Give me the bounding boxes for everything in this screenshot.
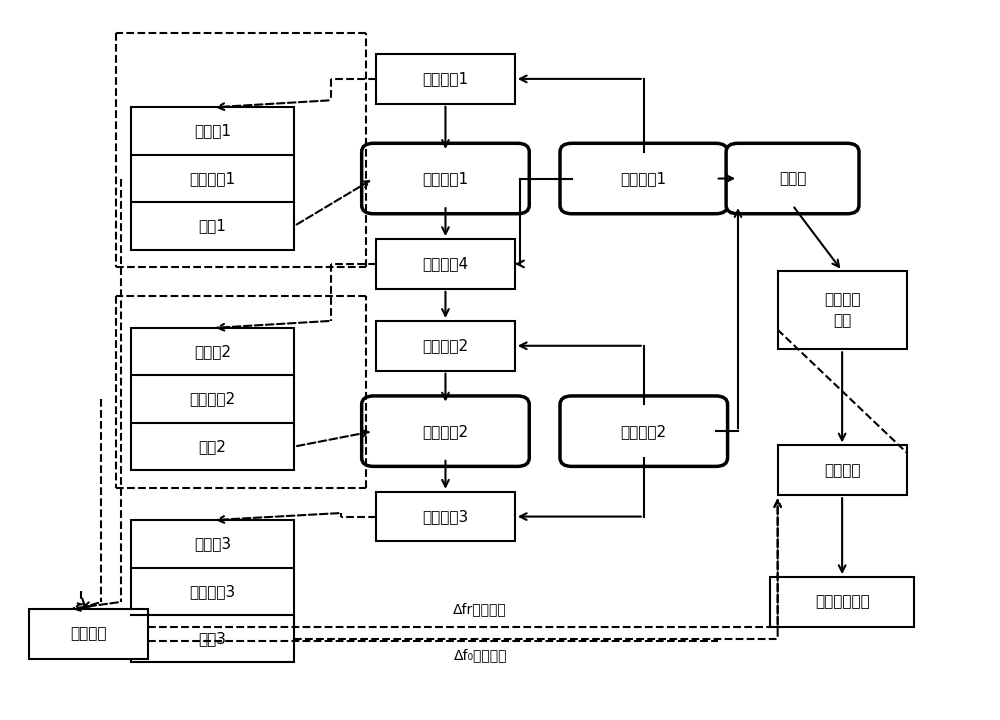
- Bar: [376, 239, 515, 289]
- Text: 干涉信号
探测: 干涉信号 探测: [824, 292, 860, 328]
- Bar: [376, 54, 515, 104]
- Text: 慢反馈2: 慢反馈2: [194, 344, 231, 359]
- Text: 频率计数3: 频率计数3: [189, 584, 236, 599]
- Text: 滤波2: 滤波2: [198, 439, 226, 454]
- Text: Δfr补偿信号: Δfr补偿信号: [453, 602, 507, 616]
- FancyBboxPatch shape: [560, 143, 728, 214]
- Text: 慢反馈3: 慢反馈3: [194, 536, 231, 552]
- FancyBboxPatch shape: [362, 396, 529, 467]
- Text: 频率计数1: 频率计数1: [189, 171, 235, 186]
- Text: 脉冲激光1: 脉冲激光1: [621, 171, 667, 186]
- Bar: [778, 271, 907, 349]
- Bar: [131, 107, 294, 250]
- Text: 滤波3: 滤波3: [198, 631, 226, 647]
- Text: 光谱测量结果: 光谱测量结果: [815, 595, 870, 609]
- Text: 信号处理: 信号处理: [824, 463, 860, 478]
- Bar: [131, 328, 294, 470]
- Text: 光学拍频4: 光学拍频4: [422, 256, 469, 271]
- Text: 光学拍频1: 光学拍频1: [422, 71, 469, 86]
- Text: 连续激光2: 连续激光2: [422, 423, 469, 438]
- Bar: [376, 492, 515, 541]
- FancyBboxPatch shape: [362, 143, 529, 214]
- Text: 脉冲激光2: 脉冲激光2: [621, 423, 667, 438]
- Text: 光学拍频2: 光学拍频2: [422, 338, 469, 354]
- Bar: [376, 321, 515, 371]
- Text: 连续激光1: 连续激光1: [422, 171, 469, 186]
- Bar: [131, 520, 294, 662]
- Text: 样品池: 样品池: [779, 171, 806, 186]
- Text: 频率计数2: 频率计数2: [189, 392, 235, 407]
- Text: Δf₀补偿信号: Δf₀补偿信号: [453, 648, 507, 662]
- Text: 滤波1: 滤波1: [198, 218, 226, 233]
- Text: 电路处理: 电路处理: [70, 626, 107, 642]
- FancyBboxPatch shape: [560, 396, 728, 467]
- Bar: [770, 577, 914, 627]
- Text: 慢反馈1: 慢反馈1: [194, 124, 231, 138]
- Bar: [29, 609, 148, 659]
- Bar: [778, 446, 907, 495]
- Text: 光学拍频3: 光学拍频3: [422, 509, 469, 524]
- FancyBboxPatch shape: [726, 143, 859, 214]
